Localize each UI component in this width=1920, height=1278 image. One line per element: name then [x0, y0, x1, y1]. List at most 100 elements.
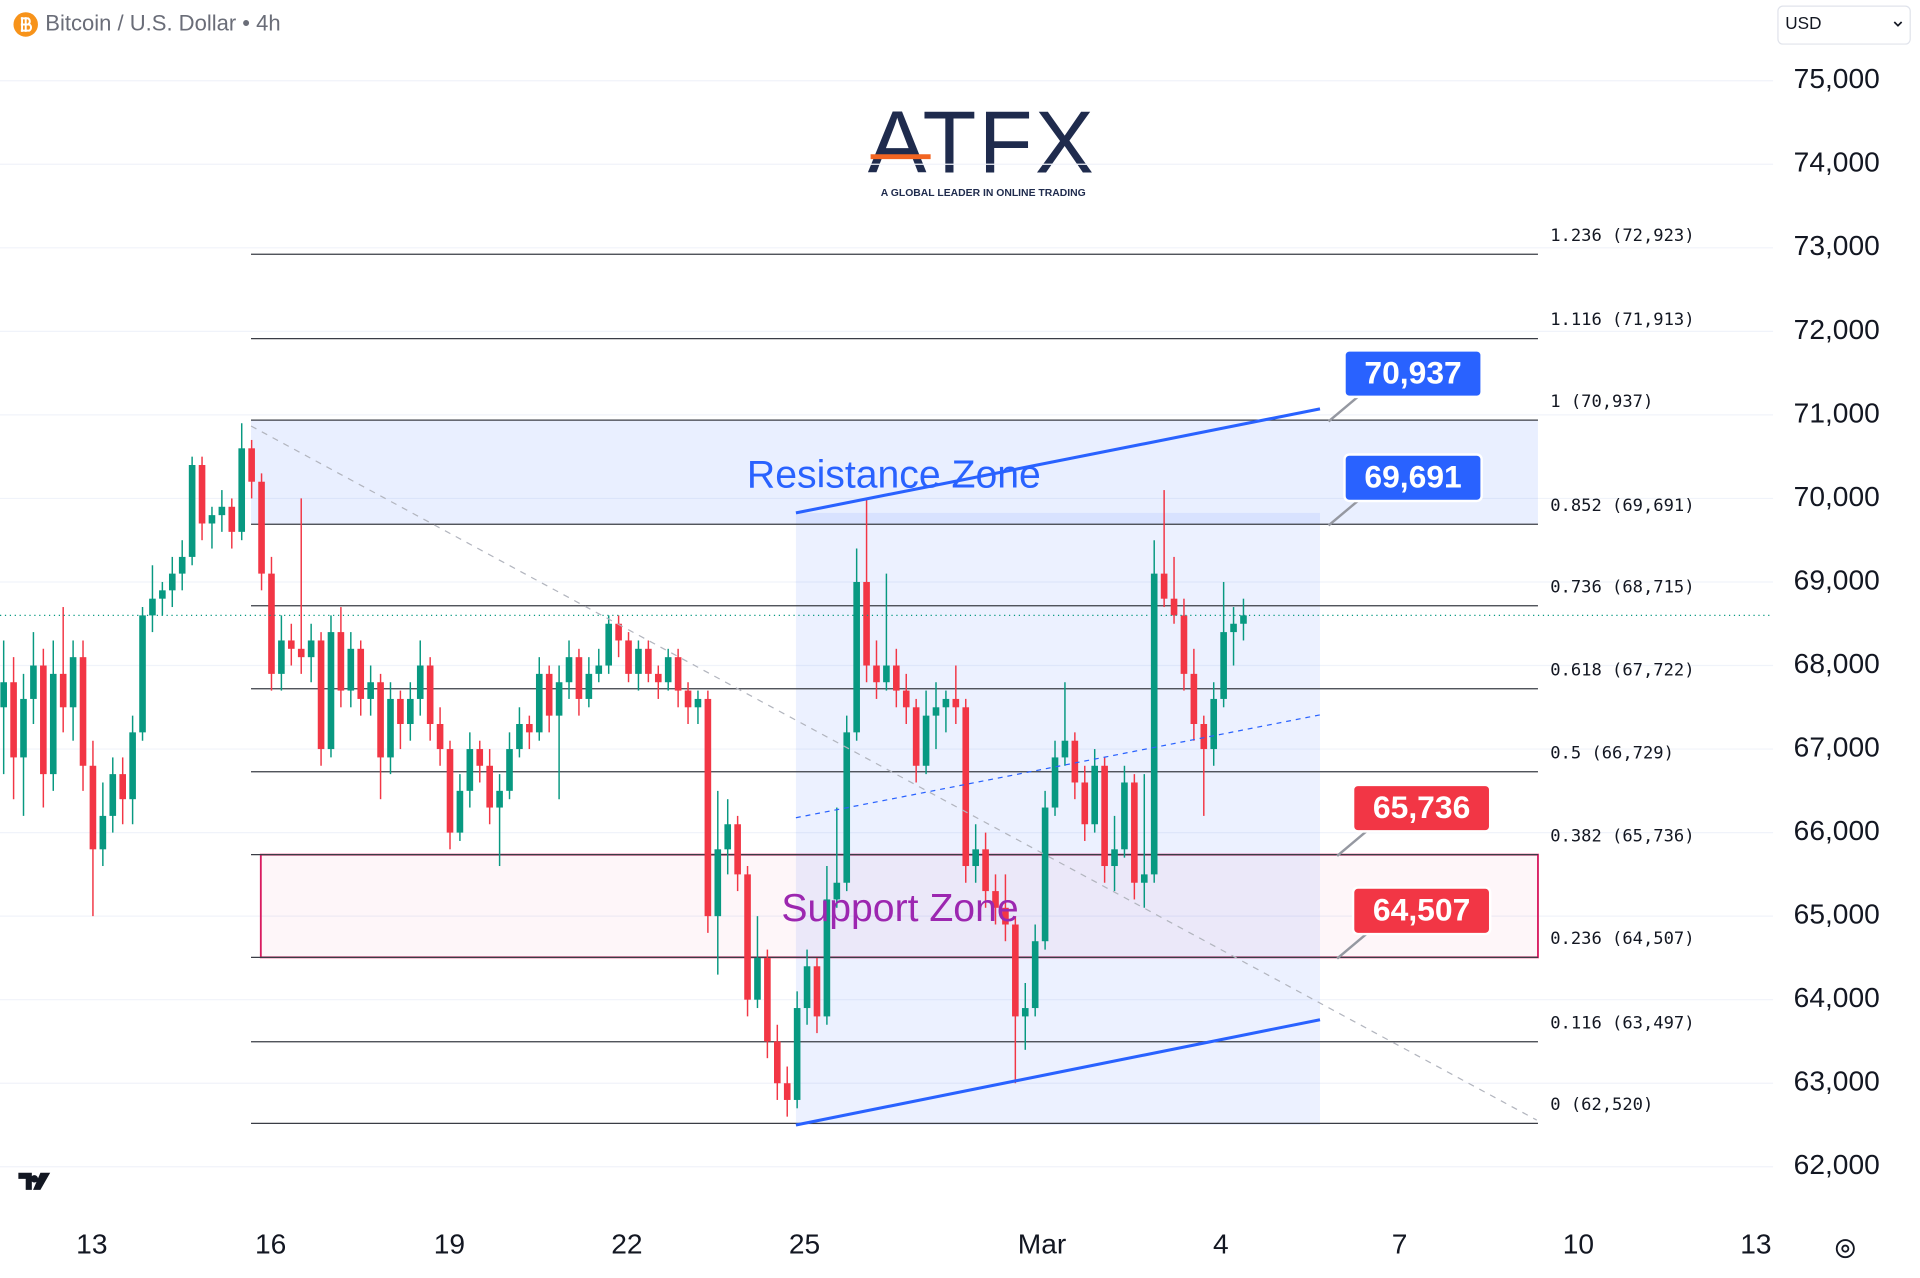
- candle-body: [526, 724, 533, 733]
- candle-body: [297, 648, 305, 658]
- callout-pointer: [1336, 829, 1369, 857]
- candle-body: [1150, 573, 1158, 875]
- fib-label: 0.5 (66,729): [1550, 743, 1674, 763]
- candle-body: [387, 698, 394, 758]
- candle-body: [1111, 849, 1118, 867]
- x-tick-label: 7: [1392, 1229, 1408, 1260]
- y-tick-label: 71,000: [1794, 397, 1880, 428]
- candle-body: [922, 715, 930, 766]
- candle-body: [813, 966, 821, 1017]
- candle-body: [10, 682, 17, 758]
- candle-body: [873, 665, 880, 683]
- candle-body: [1131, 782, 1138, 883]
- currency-dropdown[interactable]: [1777, 5, 1911, 45]
- candle-body: [615, 623, 622, 641]
- fib-label: 0.618 (67,722): [1550, 660, 1694, 680]
- candle-body: [1160, 573, 1168, 599]
- candle-body: [416, 665, 424, 699]
- candle-body: [962, 707, 970, 867]
- x-tick-label: Mar: [1018, 1229, 1066, 1260]
- callout-box: [1351, 886, 1492, 936]
- diagonal-trend: [250, 425, 1538, 1121]
- y-tick-label: 66,000: [1794, 815, 1880, 846]
- candle-body: [218, 506, 226, 516]
- candle-body: [198, 465, 206, 524]
- candle-body: [783, 1083, 791, 1100]
- fib-label: 0.736 (68,715): [1550, 577, 1694, 597]
- candle-body: [942, 698, 950, 708]
- candle-body: [893, 665, 900, 691]
- y-tick-label: 67,000: [1794, 732, 1880, 763]
- y-tick-label: 64,000: [1794, 982, 1880, 1013]
- zones-layer: [251, 420, 1539, 1125]
- callout-label: 65,736: [1373, 789, 1470, 825]
- y-tick-label: 65,000: [1794, 899, 1880, 930]
- candle-body: [119, 774, 126, 800]
- candle-body: [516, 724, 523, 750]
- candle-body: [1101, 765, 1108, 867]
- fib-label: 1.236 (72,923): [1550, 226, 1694, 246]
- bitcoin-glyph: [20, 17, 32, 32]
- candle-body: [168, 573, 176, 591]
- symbol-title: Bitcoin / U.S. Dollar • 4h: [45, 10, 280, 35]
- candle-body: [159, 590, 166, 599]
- candle-body: [1051, 757, 1059, 808]
- candle-body: [178, 556, 186, 574]
- candle-body: [555, 682, 563, 716]
- candle-body: [129, 732, 136, 800]
- candle-body: [714, 849, 722, 917]
- x-tick-label: 10: [1563, 1229, 1594, 1260]
- candle-body: [1170, 598, 1178, 616]
- candle-body: [754, 957, 761, 1000]
- candle-body: [793, 1008, 801, 1100]
- candle-body: [992, 891, 999, 908]
- tradingview-logo: [18, 1172, 51, 1190]
- candle-body: [932, 707, 940, 716]
- candle-body: [20, 698, 27, 758]
- fib-label: 0.852 (69,691): [1550, 496, 1694, 516]
- callout-pointer: [1336, 931, 1369, 960]
- currency-label[interactable]: USD: [1785, 13, 1821, 33]
- candle-body: [704, 698, 712, 917]
- channel-upper: [795, 407, 1321, 515]
- logo-text: ATFX: [868, 93, 1097, 192]
- candle-body: [684, 690, 692, 708]
- candles-layer: [0, 423, 1774, 1117]
- overlay-layer: Resistance Zone Support Zone 70,937 69,691 6…: [250, 349, 1538, 1127]
- candle-body: [367, 682, 374, 699]
- candle-body: [307, 640, 315, 658]
- y-tick-label: 62,000: [1794, 1149, 1880, 1180]
- fib-label: 1 (70,937): [1550, 392, 1653, 412]
- candle-body: [317, 640, 325, 750]
- candle-body: [99, 815, 107, 850]
- candle-body: [902, 690, 910, 708]
- candle-body: [278, 640, 285, 674]
- candle-body: [486, 765, 493, 808]
- candle-body: [764, 957, 771, 1042]
- candle-body: [337, 632, 345, 691]
- zone-label: Resistance Zone: [747, 454, 1041, 497]
- candle-body: [49, 673, 57, 775]
- candle-body: [0, 682, 7, 708]
- candle-body: [1081, 782, 1089, 825]
- candle-body: [724, 824, 732, 850]
- settings-icon-core: [1841, 1244, 1850, 1253]
- candle-body: [853, 581, 860, 733]
- candle-body: [1012, 924, 1019, 1017]
- candle-body: [407, 698, 414, 725]
- candle-body: [357, 648, 365, 699]
- callout-label: 64,507: [1373, 891, 1470, 927]
- candle-body: [972, 849, 979, 867]
- settings-icon[interactable]: [1835, 1239, 1855, 1259]
- zone-label: Support Zone: [781, 887, 1018, 930]
- candle-body: [238, 448, 246, 532]
- fib-label: 0.382 (65,736): [1550, 826, 1694, 846]
- candle-body: [803, 966, 811, 1009]
- candle-body: [545, 673, 553, 716]
- candle-body: [912, 707, 920, 766]
- candle-body: [654, 673, 662, 683]
- candle-body: [952, 698, 960, 708]
- candle-body: [30, 665, 37, 699]
